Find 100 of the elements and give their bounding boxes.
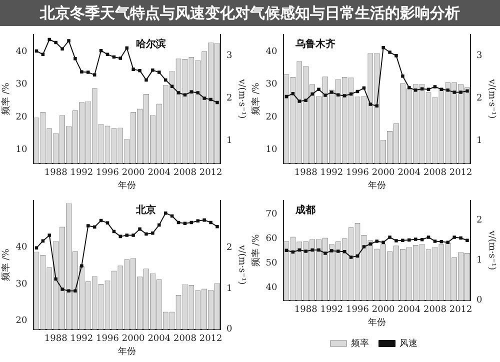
point bbox=[317, 248, 320, 252]
point bbox=[99, 218, 103, 222]
y2-tick-label: 1 bbox=[226, 136, 232, 146]
point bbox=[356, 254, 360, 258]
x-tick-label: 1992 bbox=[70, 334, 94, 344]
x-tick-label: 2012 bbox=[199, 334, 222, 344]
y-axis-title: 频率 /% bbox=[250, 82, 262, 116]
point bbox=[60, 288, 64, 291]
y-tick-label: 30 bbox=[16, 80, 28, 90]
point bbox=[408, 238, 411, 242]
point bbox=[158, 223, 161, 227]
point bbox=[298, 100, 302, 103]
point bbox=[466, 89, 469, 93]
y-tick-label: 30 bbox=[16, 279, 28, 290]
y-axis-title: 频率 /% bbox=[0, 82, 12, 116]
point bbox=[144, 78, 148, 82]
point bbox=[362, 245, 366, 248]
x-tick-label: 1992 bbox=[320, 305, 344, 316]
point bbox=[86, 224, 90, 228]
point bbox=[446, 240, 450, 244]
x-tick-label: 2008 bbox=[174, 334, 197, 344]
point bbox=[74, 289, 77, 293]
point bbox=[118, 56, 122, 60]
point bbox=[209, 98, 212, 102]
point bbox=[459, 236, 462, 240]
x-tick-label: 1988 bbox=[44, 334, 68, 344]
point bbox=[176, 91, 180, 94]
point bbox=[60, 47, 64, 51]
point bbox=[170, 214, 174, 218]
y2-axis-title: v/(m·s⁻¹) bbox=[486, 230, 496, 270]
point bbox=[368, 242, 372, 246]
point bbox=[67, 289, 70, 293]
y2-tick-label: 3 bbox=[226, 51, 232, 62]
point bbox=[284, 94, 288, 98]
point bbox=[388, 236, 392, 239]
point bbox=[216, 224, 219, 228]
y2-tick-label: 2 bbox=[476, 216, 482, 226]
y2-tick-label: 0 bbox=[226, 324, 232, 335]
point bbox=[349, 256, 353, 259]
point bbox=[67, 39, 70, 42]
y2-tick-label: 2 bbox=[226, 94, 232, 104]
x-tick-label: 1988 bbox=[294, 168, 318, 178]
point bbox=[394, 54, 398, 58]
point bbox=[291, 250, 295, 254]
y2-tick-label: 2 bbox=[226, 242, 232, 253]
point bbox=[459, 90, 462, 94]
x-tick-label: 2008 bbox=[424, 168, 447, 178]
point bbox=[170, 84, 174, 88]
point bbox=[446, 88, 450, 92]
y2-tick-label: 1 bbox=[476, 136, 482, 146]
x-axis-title: 年份 bbox=[368, 316, 386, 328]
point bbox=[324, 94, 327, 97]
point bbox=[190, 90, 194, 94]
point bbox=[190, 220, 194, 224]
point bbox=[375, 240, 378, 243]
x-tick-label: 2012 bbox=[449, 168, 472, 178]
point bbox=[138, 68, 142, 72]
point bbox=[86, 70, 90, 74]
annotation: 北京 bbox=[135, 204, 156, 216]
x-tick-label: 2000 bbox=[372, 168, 396, 178]
point bbox=[138, 227, 142, 231]
point bbox=[92, 73, 96, 76]
y-tick-label: 20 bbox=[16, 316, 28, 326]
annotation: 成都 bbox=[294, 204, 316, 216]
point bbox=[183, 222, 187, 225]
point bbox=[304, 98, 308, 102]
point bbox=[394, 239, 398, 242]
y-tick-label: 50 bbox=[266, 258, 278, 268]
y-tick-label: 60 bbox=[266, 234, 278, 244]
point bbox=[80, 70, 84, 74]
point bbox=[54, 277, 58, 281]
y-tick-label: 10 bbox=[266, 144, 278, 155]
point bbox=[362, 86, 366, 90]
x-tick-label: 2012 bbox=[199, 168, 222, 178]
point bbox=[284, 248, 288, 252]
point bbox=[196, 91, 200, 94]
x-tick-label: 1992 bbox=[320, 168, 344, 178]
x-tick-label: 2008 bbox=[174, 168, 197, 178]
chart-title: 北京冬季天气特点与风速变化对气候感知与日常生活的影响分析 bbox=[0, 0, 500, 26]
x-tick-label: 1996 bbox=[96, 334, 120, 344]
y2-axis-title: v/(m·s⁻¹) bbox=[486, 78, 496, 119]
point bbox=[382, 46, 385, 50]
point bbox=[54, 40, 58, 44]
point bbox=[202, 218, 206, 222]
x-tick-label: 2000 bbox=[122, 334, 146, 344]
point bbox=[106, 221, 110, 225]
y-tick-label: 40 bbox=[16, 242, 28, 253]
x-tick-label: 2004 bbox=[398, 168, 421, 178]
point bbox=[112, 230, 116, 234]
point bbox=[158, 70, 161, 74]
point bbox=[183, 93, 187, 96]
x-tick-label: 1996 bbox=[346, 305, 370, 316]
y2-tick-label: 0 bbox=[476, 296, 482, 306]
legend-label: 频率 bbox=[351, 338, 369, 349]
annotation: 乌鲁木齐 bbox=[294, 38, 336, 50]
x-tick-label: 1996 bbox=[346, 168, 370, 178]
y-axis-title: 频率 /% bbox=[0, 248, 12, 282]
x-tick-label: 2012 bbox=[449, 305, 472, 316]
point bbox=[414, 238, 418, 241]
point bbox=[80, 264, 84, 268]
